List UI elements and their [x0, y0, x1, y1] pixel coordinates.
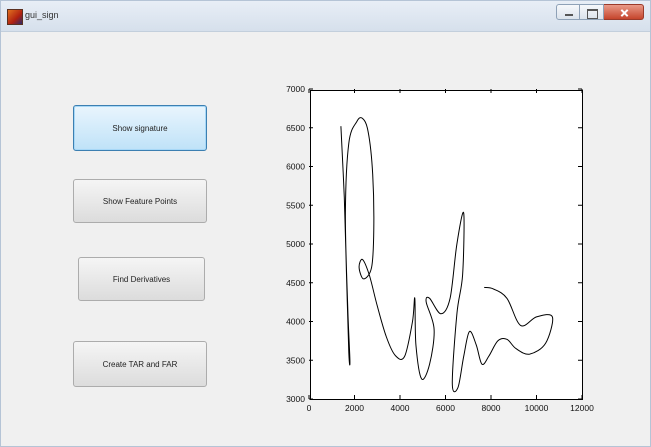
create-tar-far-button[interactable]: Create TAR and FAR	[73, 341, 207, 387]
y-tick-label: 4500	[286, 278, 305, 288]
y-tick-label: 5000	[286, 239, 305, 249]
x-tick-label: 0	[307, 403, 312, 413]
x-tick-label: 4000	[391, 403, 410, 413]
matlab-app-icon	[7, 9, 23, 25]
show-feature-points-button[interactable]: Show Feature Points	[73, 179, 207, 223]
window-controls	[556, 4, 644, 22]
title-bar[interactable]: gui_sign	[1, 1, 650, 32]
minimize-button[interactable]	[556, 4, 580, 20]
show-signature-button[interactable]: Show signature	[73, 105, 207, 151]
signature-line	[340, 117, 554, 393]
x-tick-label: 8000	[482, 403, 501, 413]
y-tick-label: 6000	[286, 162, 305, 172]
x-tick-label: 6000	[436, 403, 455, 413]
x-tick-label: 10000	[525, 403, 549, 413]
x-tick-label: 2000	[345, 403, 364, 413]
find-derivatives-button[interactable]: Find Derivatives	[78, 257, 205, 301]
y-tick-label: 3000	[286, 394, 305, 404]
close-button[interactable]	[604, 4, 644, 20]
signature-plot-area	[310, 90, 583, 400]
window-title: gui_sign	[25, 10, 59, 20]
x-tick-label: 12000	[570, 403, 594, 413]
y-tick-label: 6500	[286, 123, 305, 133]
y-tick-label: 4000	[286, 317, 305, 327]
y-tick-label: 5500	[286, 200, 305, 210]
y-tick-label: 7000	[286, 84, 305, 94]
y-tick-label: 3500	[286, 355, 305, 365]
